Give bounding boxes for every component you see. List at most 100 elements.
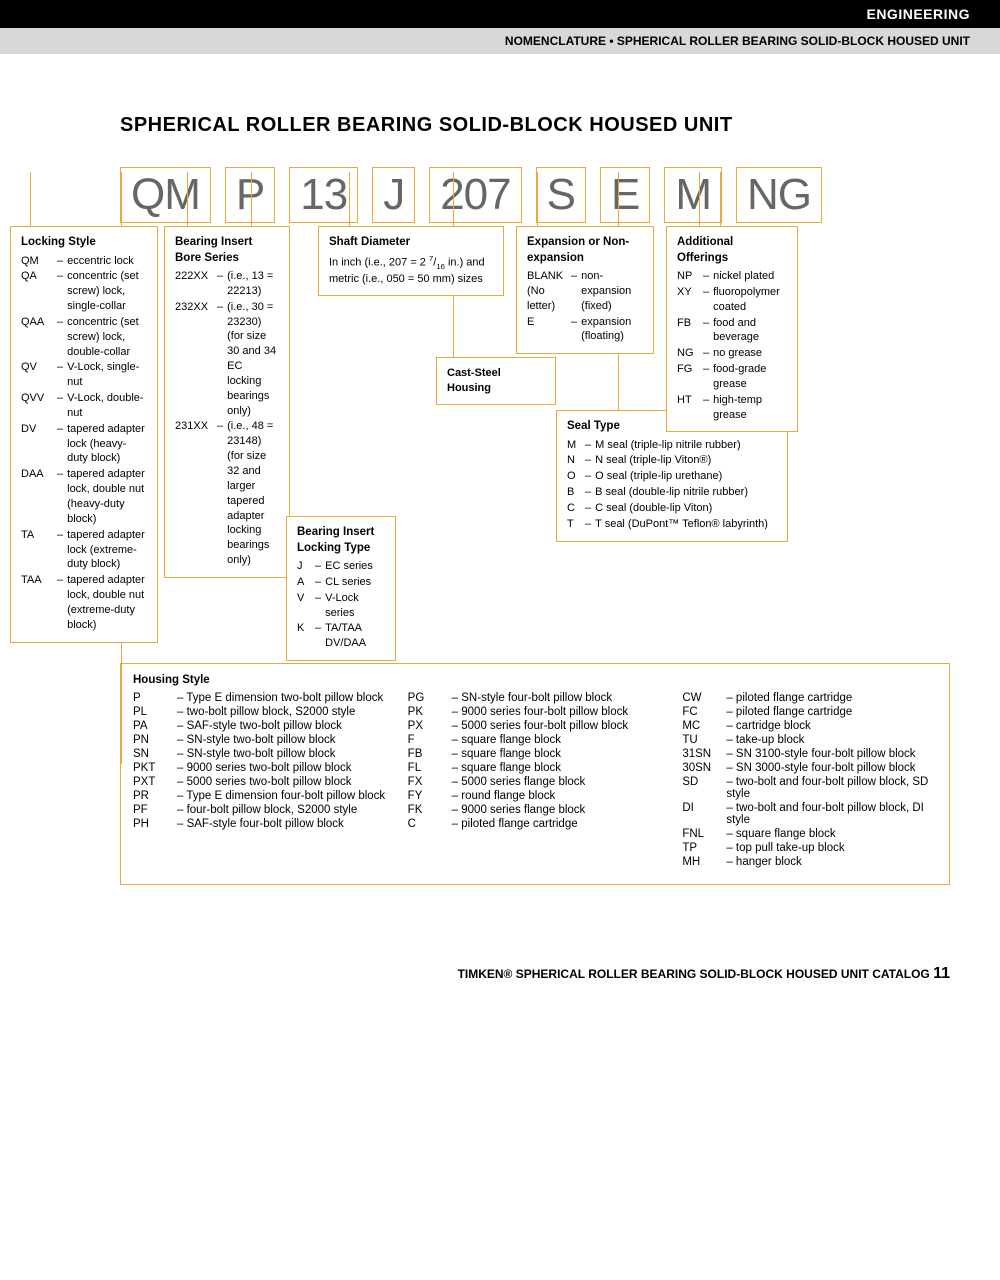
- additional-box: Additional Offerings NP–nickel platedXY–…: [666, 226, 798, 432]
- housing-row: TP– top pull take-up block: [682, 842, 937, 854]
- housing-row: P– Type E dimension two-bolt pillow bloc…: [133, 692, 388, 704]
- housing-row: DI– two-bolt and four-bolt pillow block,…: [682, 802, 937, 826]
- def-row: 231XX–(i.e., 48 = 23148) (for size 32 an…: [175, 419, 279, 567]
- housing-row: PXT– 5000 series two-bolt pillow block: [133, 776, 388, 788]
- def-row: QV–V-Lock, single-nut: [21, 360, 147, 390]
- def-row: TA–tapered adapter lock (extreme-duty bl…: [21, 528, 147, 573]
- def-row: N–N seal (triple-lip Viton®): [567, 453, 777, 468]
- housing-row: PR– Type E dimension four-bolt pillow bl…: [133, 790, 388, 802]
- housing-title: Housing Style: [133, 674, 937, 686]
- housing-col-1: P– Type E dimension two-bolt pillow bloc…: [133, 692, 388, 870]
- code-seg-5: S: [536, 167, 586, 223]
- def-row: O–O seal (triple-lip urethane): [567, 469, 777, 484]
- def-row: A–CL series: [297, 575, 385, 590]
- def-row: K–TA/TAA DV/DAA: [297, 621, 385, 651]
- def-row: T–T seal (DuPont™ Teflon® labyrinth): [567, 517, 777, 532]
- housing-row: FX– 5000 series flange block: [408, 776, 663, 788]
- header-category: ENGINEERING: [0, 0, 1000, 28]
- housing-col-2: PG– SN-style four-bolt pillow block PK– 9…: [408, 692, 663, 870]
- def-row: V–V-Lock series: [297, 591, 385, 621]
- housing-row: FNL– square flange block: [682, 828, 937, 840]
- code-seg-3: J: [372, 167, 415, 223]
- bore-series-title: Bearing Insert Bore Series: [175, 235, 279, 266]
- housing-row: FY– round flange block: [408, 790, 663, 802]
- connector: [187, 172, 188, 226]
- def-row: XY–fluoropolymer coated: [677, 285, 787, 315]
- def-row: BLANK (No letter)–non-expansion (fixed): [527, 269, 643, 314]
- def-row: 232XX–(i.e., 30 = 23230) (for size 30 an…: [175, 300, 279, 419]
- def-row: QVV–V-Lock, double-nut: [21, 391, 147, 421]
- nomenclature-code-row: QM P 13 J 207 S E M NG: [120, 167, 950, 223]
- housing-row: 30SN– SN 3000-style four-bolt pillow blo…: [682, 762, 937, 774]
- def-row: QAA–concentric (set screw) lock, double-…: [21, 315, 147, 360]
- def-row: DV–tapered adapter lock (heavy-duty bloc…: [21, 422, 147, 467]
- locking-style-box: Locking Style QM–eccentric lockQA–concen…: [10, 226, 158, 643]
- housing-row: PA– SAF-style two-bolt pillow block: [133, 720, 388, 732]
- bore-series-box: Bearing Insert Bore Series 222XX–(i.e., …: [164, 226, 290, 578]
- code-seg-0: QM: [120, 167, 211, 223]
- locking-type-title: Bearing Insert Locking Type: [297, 525, 385, 556]
- housing-row: PN– SN-style two-bolt pillow block: [133, 734, 388, 746]
- code-seg-6: E: [600, 167, 650, 223]
- locking-type-box: Bearing Insert Locking Type J–EC seriesA…: [286, 516, 396, 661]
- def-row: HT–high-temp grease: [677, 393, 787, 423]
- def-row: J–EC series: [297, 559, 385, 574]
- footer-page: 11: [933, 965, 950, 982]
- def-row: FG–food-grade grease: [677, 362, 787, 392]
- shaft-dia-text: In inch (i.e., 207 = 2 7/16 in.) and met…: [329, 254, 493, 287]
- housing-row: PX– 5000 series four-bolt pillow block: [408, 720, 663, 732]
- page-content: SPHERICAL ROLLER BEARING SOLID-BLOCK HOU…: [0, 54, 1000, 925]
- housing-row: 31SN– SN 3100-style four-bolt pillow blo…: [682, 748, 937, 760]
- housing-row: SD– two-bolt and four-bolt pillow block,…: [682, 776, 937, 800]
- housing-row: FB– square flange block: [408, 748, 663, 760]
- cast-steel-box: Cast-Steel Housing: [436, 357, 556, 405]
- def-row: E–expansion (floating): [527, 315, 643, 345]
- def-row: M–M seal (triple-lip nitrile rubber): [567, 438, 777, 453]
- housing-style-box: Housing Style P– Type E dimension two-bo…: [120, 663, 950, 885]
- housing-row: F– square flange block: [408, 734, 663, 746]
- connector: [349, 172, 350, 226]
- connector: [30, 172, 31, 226]
- page-title: SPHERICAL ROLLER BEARING SOLID-BLOCK HOU…: [120, 114, 950, 137]
- connector: [537, 172, 538, 226]
- locking-style-title: Locking Style: [21, 235, 147, 251]
- housing-row: SN– SN-style two-bolt pillow block: [133, 748, 388, 760]
- code-seg-7: M: [664, 167, 722, 223]
- shaft-dia-box: Shaft Diameter In inch (i.e., 207 = 2 7/…: [318, 226, 504, 296]
- def-row: NP–nickel plated: [677, 269, 787, 284]
- code-seg-2: 13: [289, 167, 358, 223]
- housing-row: PH– SAF-style four-bolt pillow block: [133, 818, 388, 830]
- def-row: QM–eccentric lock: [21, 254, 147, 269]
- housing-row: FC– piloted flange cartridge: [682, 706, 937, 718]
- def-row: QA–concentric (set screw) lock, single-c…: [21, 269, 147, 314]
- cast-steel-label: Cast-Steel Housing: [447, 367, 501, 394]
- expansion-title: Expansion or Non-expansion: [527, 235, 643, 266]
- def-row: 222XX–(i.e., 13 = 22213): [175, 269, 279, 299]
- def-row: C–C seal (double-lip Viton): [567, 501, 777, 516]
- housing-row: TU– take-up block: [682, 734, 937, 746]
- housing-row: FL– square flange block: [408, 762, 663, 774]
- additional-title: Additional Offerings: [677, 235, 787, 266]
- housing-col-3: CW– piloted flange cartridge FC– piloted …: [682, 692, 937, 870]
- def-row: B–B seal (double-lip nitrile rubber): [567, 485, 777, 500]
- def-row: TAA–tapered adapter lock, double nut (ex…: [21, 573, 147, 632]
- housing-row: MH– hanger block: [682, 856, 937, 868]
- housing-row: PF– four-bolt pillow block, S2000 style: [133, 804, 388, 816]
- housing-row: PK– 9000 series four-bolt pillow block: [408, 706, 663, 718]
- footer-text: TIMKEN® SPHERICAL ROLLER BEARING SOLID-B…: [458, 967, 930, 981]
- housing-row: PG– SN-style four-bolt pillow block: [408, 692, 663, 704]
- code-seg-8: NG: [736, 167, 822, 223]
- housing-row: C– piloted flange cartridge: [408, 818, 663, 830]
- connector: [699, 172, 700, 226]
- shaft-dia-title: Shaft Diameter: [329, 235, 493, 251]
- housing-row: PL– two-bolt pillow block, S2000 style: [133, 706, 388, 718]
- footer: TIMKEN® SPHERICAL ROLLER BEARING SOLID-B…: [0, 925, 1000, 1013]
- housing-row: PKT– 9000 series two-bolt pillow block: [133, 762, 388, 774]
- housing-row: CW– piloted flange cartridge: [682, 692, 937, 704]
- housing-row: MC– cartridge block: [682, 720, 937, 732]
- def-row: FB–food and beverage: [677, 316, 787, 346]
- def-row: DAA–tapered adapter lock, double nut (he…: [21, 467, 147, 526]
- header-subtitle: NOMENCLATURE • SPHERICAL ROLLER BEARING …: [0, 28, 1000, 54]
- housing-row: FK– 9000 series flange block: [408, 804, 663, 816]
- code-seg-4: 207: [429, 167, 521, 223]
